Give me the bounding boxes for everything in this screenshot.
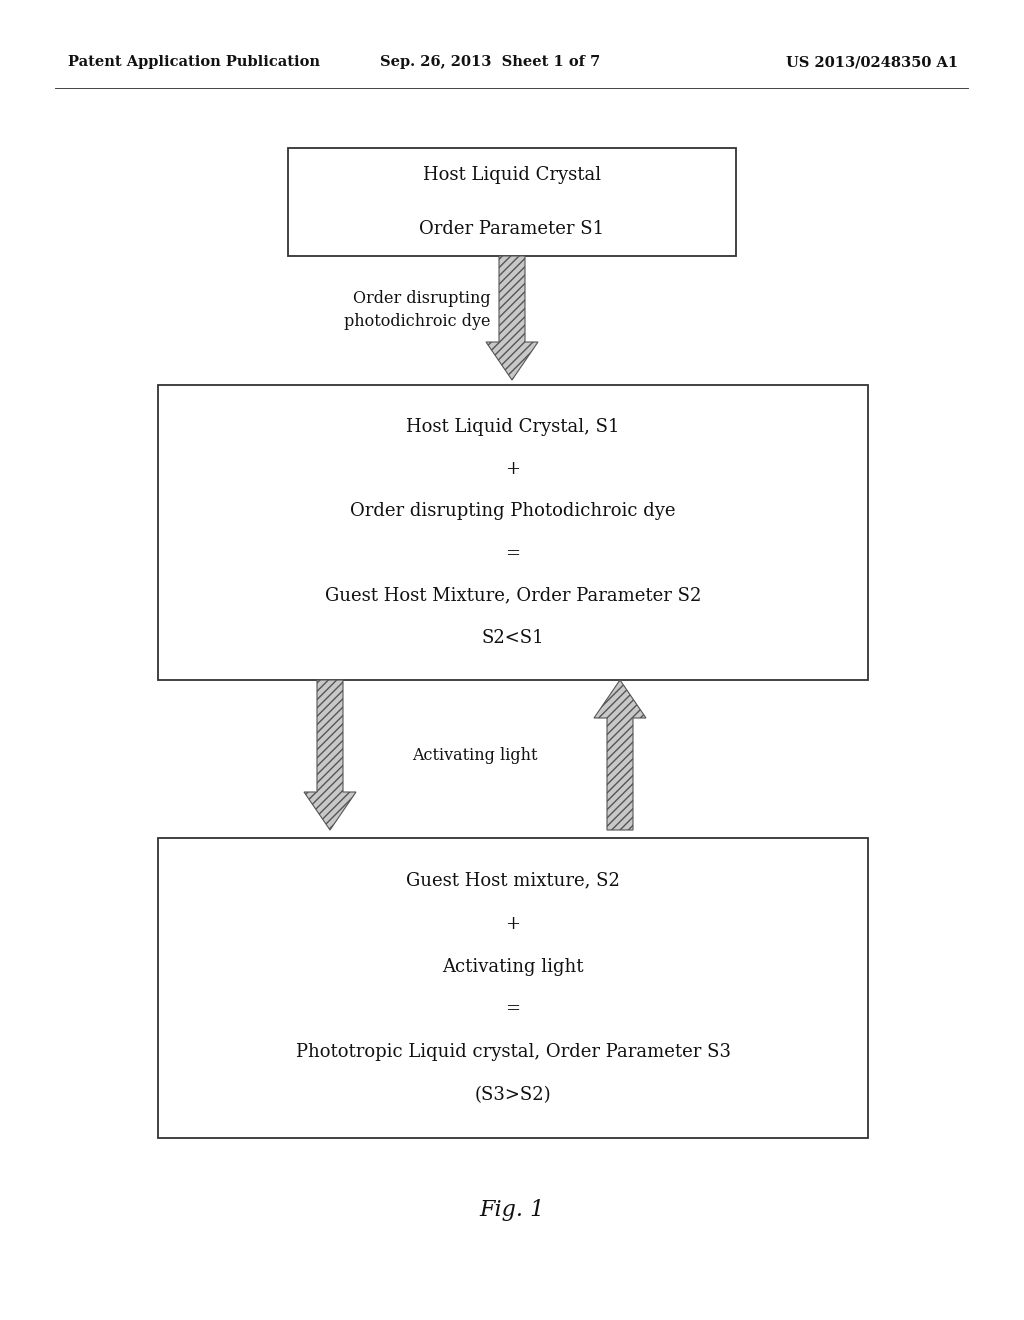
Text: Guest Host mixture, S2: Guest Host mixture, S2 xyxy=(407,871,620,890)
Text: S2<S1: S2<S1 xyxy=(481,628,545,647)
Polygon shape xyxy=(304,680,356,830)
Text: Activating light: Activating light xyxy=(413,747,538,763)
Text: +: + xyxy=(506,915,520,933)
Text: =: = xyxy=(506,545,520,562)
Text: US 2013/0248350 A1: US 2013/0248350 A1 xyxy=(785,55,958,69)
FancyBboxPatch shape xyxy=(158,385,868,680)
Polygon shape xyxy=(594,680,646,830)
FancyBboxPatch shape xyxy=(158,838,868,1138)
Text: Order disrupting Photodichroic dye: Order disrupting Photodichroic dye xyxy=(350,503,676,520)
Text: Order Parameter S1: Order Parameter S1 xyxy=(420,220,604,238)
Text: Activating light: Activating light xyxy=(442,957,584,975)
Text: Phototropic Liquid crystal, Order Parameter S3: Phototropic Liquid crystal, Order Parame… xyxy=(296,1043,730,1061)
Text: +: + xyxy=(506,461,520,478)
Text: (S3>S2): (S3>S2) xyxy=(475,1086,551,1104)
Text: Guest Host Mixture, Order Parameter S2: Guest Host Mixture, Order Parameter S2 xyxy=(325,586,701,605)
Text: Sep. 26, 2013  Sheet 1 of 7: Sep. 26, 2013 Sheet 1 of 7 xyxy=(380,55,600,69)
Text: Host Liquid Crystal, S1: Host Liquid Crystal, S1 xyxy=(407,418,620,436)
FancyBboxPatch shape xyxy=(288,148,736,256)
Text: =: = xyxy=(506,1001,520,1019)
Text: Fig. 1: Fig. 1 xyxy=(479,1199,545,1221)
Text: Order disrupting
photodichroic dye: Order disrupting photodichroic dye xyxy=(344,290,490,330)
Polygon shape xyxy=(486,256,538,380)
Text: Patent Application Publication: Patent Application Publication xyxy=(68,55,319,69)
Text: Host Liquid Crystal: Host Liquid Crystal xyxy=(423,166,601,183)
